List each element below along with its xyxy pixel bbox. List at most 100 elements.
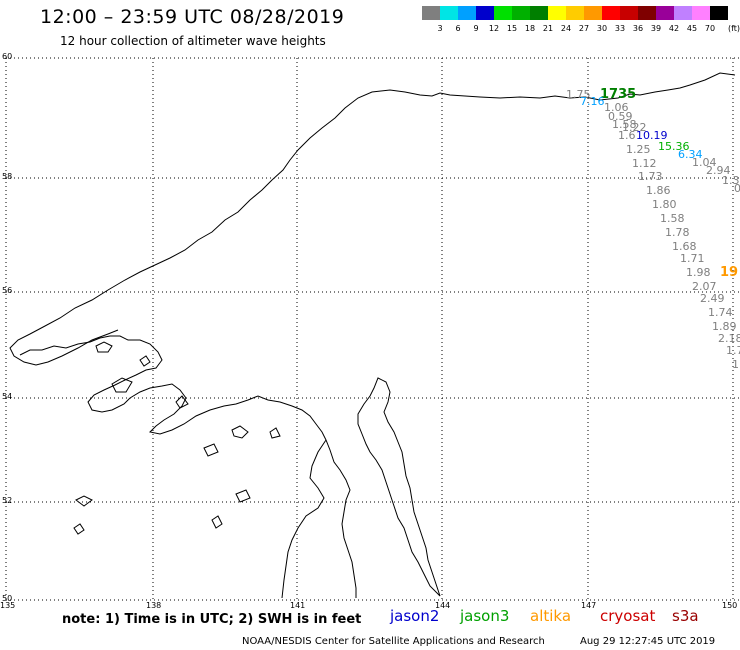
- shantar-island-2: [111, 377, 133, 393]
- colorbar-label: 70: [704, 24, 716, 33]
- longitude-label: 138: [146, 601, 162, 610]
- units-note: note: 1) Time is in UTC; 2) SWH is in fe…: [62, 612, 362, 627]
- wave-height-label: 1.86: [646, 184, 671, 197]
- wave-height-label: 1.58: [660, 212, 685, 225]
- colorbar-swatch: [494, 6, 512, 20]
- colorbar-swatch: [602, 6, 620, 20]
- wave-height-label: 1.3: [722, 174, 740, 187]
- latitude-label: 54: [2, 392, 13, 401]
- colorbar-swatch: [710, 6, 728, 20]
- wave-height-label: 1.71: [680, 252, 705, 265]
- latitude-label: 56: [2, 286, 13, 295]
- latitude-label: 52: [2, 496, 13, 505]
- latitude-label: 60: [2, 52, 13, 61]
- colorbar-label: 12: [488, 24, 500, 33]
- wave-height-label: 2.49: [700, 292, 725, 305]
- wave-height-label: 6.34: [678, 148, 703, 161]
- colorbar-swatch: [422, 6, 440, 20]
- colorbar-label: 30: [596, 24, 608, 33]
- wave-height-label: 1.22: [622, 121, 647, 134]
- wave-height-label: 1.78: [665, 226, 690, 239]
- amur-bay-shore: [281, 439, 327, 599]
- wave-height-label: 1.80: [652, 198, 677, 211]
- islet-7: [211, 515, 223, 529]
- wave-height-label: 0.59: [608, 110, 633, 123]
- wave-height-label: 7.16: [580, 95, 605, 108]
- map-subtitle: 12 hour collection of altimeter wave hei…: [60, 34, 326, 48]
- colorbar-swatch: [674, 6, 692, 20]
- colorbar-swatch: [458, 6, 476, 20]
- credit-line: NOAA/NESDIS Center for Satellite Applica…: [242, 636, 545, 647]
- wave-height-label: 1.75: [566, 88, 591, 101]
- colorbar-swatch: [692, 6, 710, 20]
- longitude-label: 144: [435, 601, 451, 610]
- east-asia-coast: [19, 335, 357, 598]
- colorbar-label: 9: [473, 24, 479, 33]
- colorbar-label: 21: [542, 24, 554, 33]
- colorbar-label: 27: [578, 24, 590, 33]
- mainland-coast: [9, 72, 736, 366]
- satellite-legend-altika: altika: [530, 607, 572, 625]
- colorbar-label: 45: [686, 24, 698, 33]
- colorbar-swatch: [584, 6, 602, 20]
- colorbar-label: 24: [560, 24, 572, 33]
- wave-height-label: 10.19: [636, 129, 668, 142]
- satellite-legend-jason2: jason2: [390, 607, 440, 625]
- colorbar-swatch: [440, 6, 458, 20]
- wave-height-label: 0: [734, 182, 740, 195]
- wave-height-label: 1.68: [672, 240, 697, 253]
- satellite-legend-s3a: s3a: [672, 607, 699, 625]
- wave-height-label: 1.98: [686, 266, 711, 279]
- colorbar-label: 33: [614, 24, 626, 33]
- colorbar-swatch: [476, 6, 494, 20]
- colorbar-label: 36: [632, 24, 644, 33]
- islet-4: [175, 395, 189, 409]
- wave-height-label: 1.12: [632, 157, 657, 170]
- colorbar-swatch: [566, 6, 584, 20]
- satellite-legend-jason3: jason3: [460, 607, 510, 625]
- wave-height-label: 2.07: [692, 280, 717, 293]
- wave-height-label: 1.58: [612, 118, 637, 131]
- wave-height-label: 1: [732, 358, 739, 371]
- colorbar-unit: (ft): [727, 24, 740, 33]
- colorbar-swatch: [530, 6, 548, 20]
- wave-height-label: 1.7: [726, 344, 740, 357]
- colorbar-label: 15: [506, 24, 518, 33]
- colorbar-label: 18: [524, 24, 536, 33]
- colorbar-swatch: [620, 6, 638, 20]
- wave-height-label: 1.89: [712, 320, 737, 333]
- longitude-label: 141: [290, 601, 306, 610]
- islet-5: [235, 489, 251, 503]
- islet-8: [73, 523, 85, 535]
- longitude-label: 135: [0, 601, 16, 610]
- generation-timestamp: Aug 29 12:27:45 UTC 2019: [580, 636, 716, 647]
- latitude-label: 50: [2, 594, 13, 603]
- islet-1: [139, 355, 151, 367]
- sakhalin-island: [357, 377, 441, 597]
- islet-9: [269, 427, 281, 439]
- islet-3: [203, 443, 219, 457]
- wave-height-label: 1.06: [604, 101, 629, 114]
- islet-6: [75, 495, 93, 507]
- colorbar-swatch: [548, 6, 566, 20]
- colorbar-swatch: [638, 6, 656, 20]
- longitude-label: 150: [722, 601, 738, 610]
- colorbar-label: 3: [437, 24, 443, 33]
- islet-2: [231, 425, 249, 439]
- longitude-label: 147: [581, 601, 597, 610]
- satellite-legend-cryosat: cryosat: [600, 607, 656, 625]
- shantar-island-1: [95, 341, 113, 353]
- coastline: [9, 72, 736, 599]
- wave-height-label: 1.04: [692, 156, 717, 169]
- wave-height-label: 1.73: [638, 170, 663, 183]
- wave-height-label: 2.18: [718, 332, 740, 345]
- wave-height-label: 2.94: [706, 164, 731, 177]
- wave-height-label: 1.25: [626, 143, 651, 156]
- wave-height-label: 15.36: [658, 140, 690, 153]
- wave-height-label: 1.6: [618, 129, 636, 142]
- wave-height-label: 1735: [600, 87, 636, 102]
- wave-height-label: 1.74: [708, 306, 733, 319]
- colorbar-swatch: [656, 6, 674, 20]
